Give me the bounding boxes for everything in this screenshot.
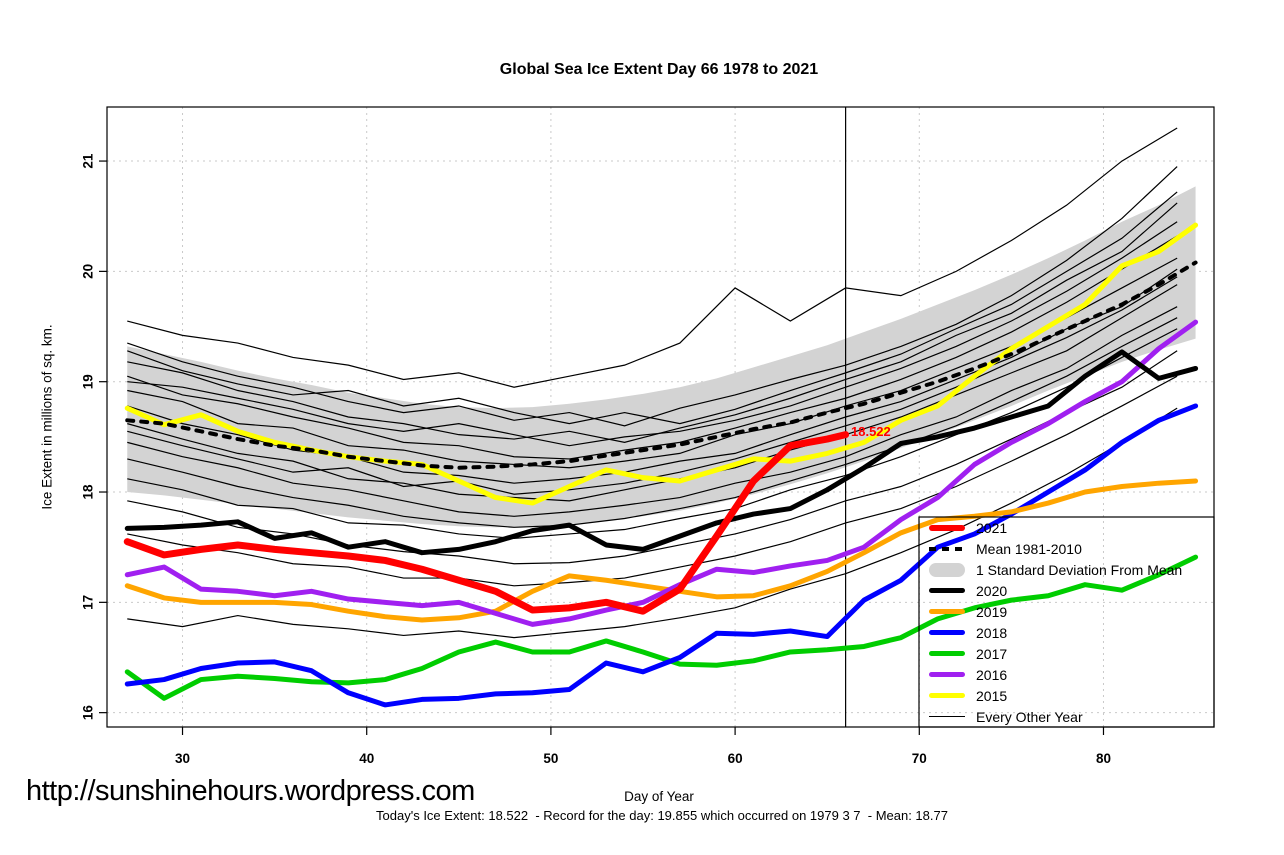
legend-label: 1 Standard Deviation From Mean — [976, 561, 1183, 578]
x-tick-label: 70 — [912, 751, 927, 766]
legend-sample-2020 — [929, 588, 965, 593]
x-axis-label: Day of Year — [624, 789, 694, 804]
chart-title: Global Sea Ice Extent Day 66 1978 to 202… — [499, 61, 819, 78]
legend-item: 2019 — [919, 601, 1214, 622]
legend-label: Every Other Year — [976, 708, 1083, 725]
plot-frame — [106, 106, 1215, 728]
current-value-annotation: 18.522 — [851, 424, 891, 439]
footer-summary: Today's Ice Extent: 18.522 - Record for … — [376, 808, 948, 823]
x-tick-label: 60 — [728, 751, 743, 766]
y-tick-label: 19 — [81, 374, 96, 389]
legend-label: 2020 — [976, 582, 1008, 599]
y-tick-label: 16 — [81, 705, 96, 721]
series-Mean 1981-2010 — [125, 260, 1198, 470]
legend-item: 1 Standard Deviation From Mean — [919, 559, 1214, 580]
legend-sample-2017 — [929, 651, 965, 656]
legend-item: 2018 — [919, 622, 1214, 643]
legend-item: 2016 — [919, 664, 1214, 685]
x-tick-label: 30 — [175, 751, 190, 766]
legend-sample-2018 — [929, 630, 965, 635]
legend-label: 2015 — [976, 687, 1008, 704]
legend-label: Mean 1981-2010 — [976, 540, 1082, 557]
legend-label: 2018 — [976, 624, 1008, 641]
legend-label: 2017 — [976, 645, 1008, 662]
legend-label: 2019 — [976, 603, 1008, 620]
legend-item: Mean 1981-2010 — [919, 538, 1214, 559]
x-tick-label: 50 — [543, 751, 558, 766]
legend-sample-2021 — [929, 524, 965, 531]
legend-sample-2019 — [929, 609, 965, 614]
series-2019 — [124, 478, 1199, 623]
legend-label: 2021 — [976, 519, 1008, 536]
series-2020 — [124, 349, 1199, 556]
x-tick-label: 40 — [359, 751, 374, 766]
y-tick-label: 20 — [81, 264, 96, 279]
y-tick-label: 21 — [81, 153, 96, 169]
legend-sample-mean-1981-2010 — [929, 546, 965, 551]
legend-item: 2017 — [919, 643, 1214, 664]
std-deviation-band — [127, 186, 1196, 528]
legend-item: 2020 — [919, 580, 1214, 601]
legend-label: 2016 — [976, 666, 1008, 683]
legend-item: Every Other Year — [919, 706, 1214, 727]
watermark-url[interactable]: http://sunshinehours.wordpress.com — [26, 775, 475, 807]
y-tick-label: 17 — [81, 595, 96, 610]
legend: 2021 Mean 1981-2010 1 Standard Deviation F… — [919, 517, 1214, 727]
legend-item: 2021 — [919, 517, 1214, 538]
legend-sample-1-standard-deviation-from-mean — [929, 562, 965, 577]
series-2016 — [124, 319, 1199, 627]
series-2021 — [123, 431, 850, 615]
legend-sample-2016 — [929, 672, 965, 677]
legend-item: 2015 — [919, 685, 1214, 706]
legend-sample-2015 — [929, 693, 965, 698]
y-tick-label: 18 — [81, 484, 96, 500]
series-2017 — [124, 554, 1199, 701]
x-tick-label: 80 — [1096, 751, 1111, 766]
legend-sample-every-other-year — [929, 716, 965, 717]
